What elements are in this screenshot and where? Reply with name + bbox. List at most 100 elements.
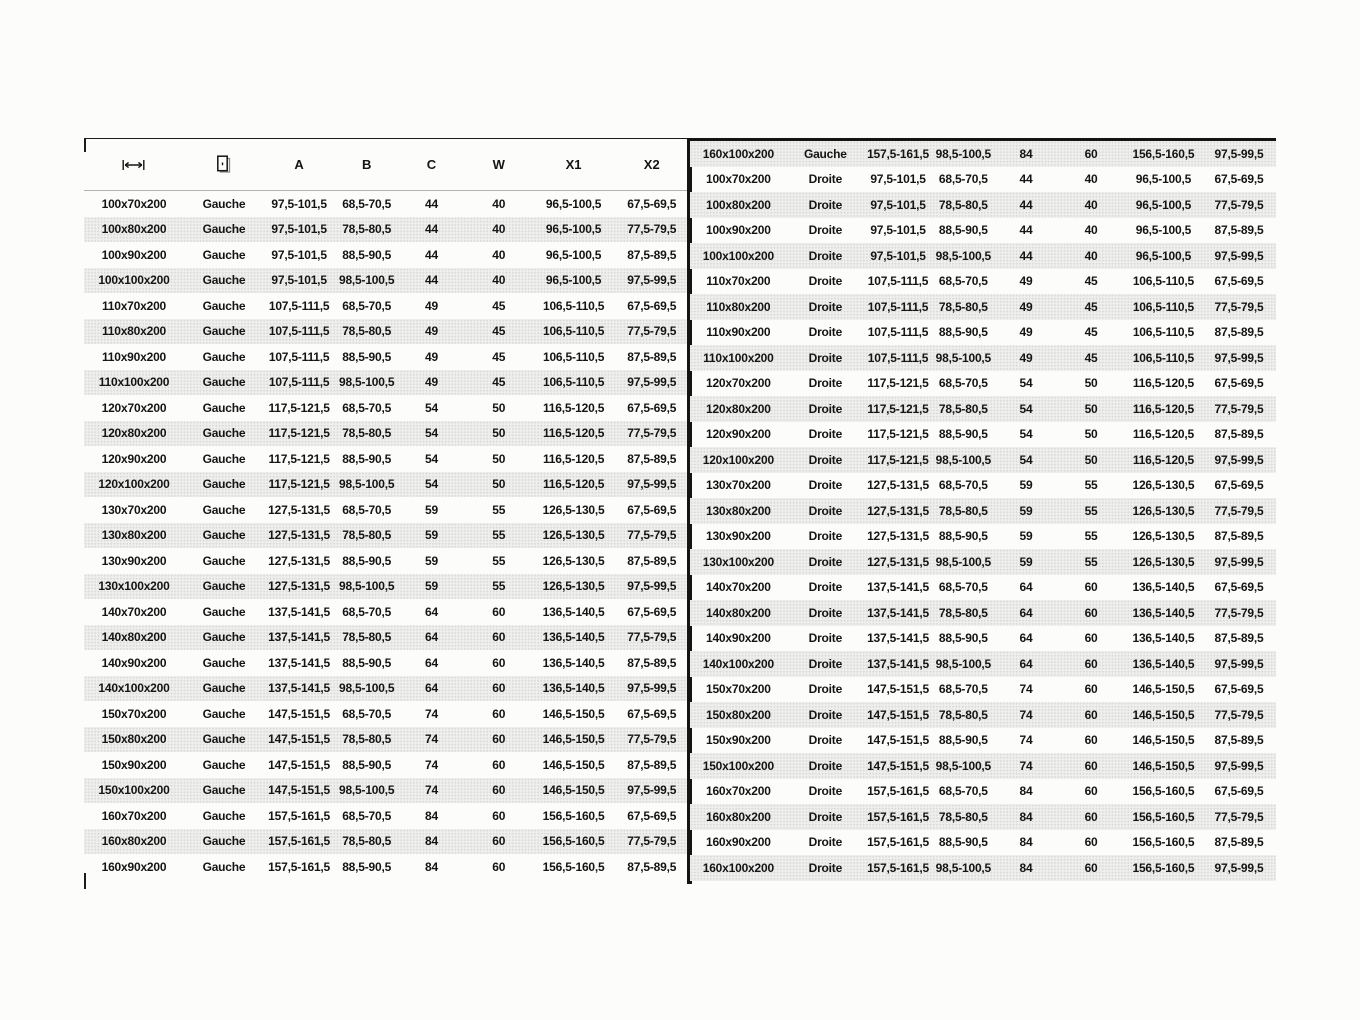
cell-W: 60 — [492, 757, 506, 772]
cell-side: Droite — [808, 274, 843, 289]
cell-side: Droite — [808, 605, 843, 620]
cell-B: 68,5-70,5 — [342, 604, 392, 619]
cell-X1: 136,5-140,5 — [1132, 580, 1195, 595]
cell-X2: 97,5-99,5 — [627, 783, 677, 798]
table-row: 130x70x200 Droite 127,5-131,5 68,5-70,5 59 55… — [690, 473, 1276, 499]
cell-side: Droite — [808, 197, 843, 212]
cell-C: 64 — [1019, 605, 1033, 620]
cell-W: 55 — [492, 579, 506, 594]
cell-B: 98,5-100,5 — [935, 860, 992, 875]
table-row: 140x90x200 Gauche 137,5-141,5 88,5-90,5 64 60… — [84, 650, 690, 676]
cell-B: 88,5-90,5 — [342, 757, 392, 772]
cell-B: 78,5-80,5 — [342, 324, 392, 339]
cell-B: 88,5-90,5 — [938, 631, 988, 646]
cell-size: 110x80x200 — [101, 324, 167, 339]
cell-A: 117,5-121,5 — [867, 401, 929, 416]
table-row: 100x70x200 Droite 97,5-101,5 68,5-70,5 44 40 9… — [690, 167, 1276, 193]
cell-size: 130x80x200 — [705, 503, 771, 518]
cell-X1: 126,5-130,5 — [1132, 478, 1195, 493]
cell-C: 64 — [1019, 580, 1033, 595]
cell-C: 84 — [425, 808, 438, 823]
cell-C: 84 — [1019, 784, 1033, 799]
cell-size: 140x100x200 — [98, 681, 170, 696]
cell-C: 74 — [425, 732, 438, 747]
cell-C: 44 — [1019, 223, 1033, 238]
cell-size: 100x100x200 — [702, 248, 774, 263]
cell-C: 44 — [425, 222, 438, 237]
cell-W: 60 — [1084, 784, 1098, 799]
table-row: 130x100x200 Gauche 127,5-131,5 98,5-100,5 59… — [84, 573, 690, 599]
cell-X1: 96,5-100,5 — [1135, 223, 1192, 238]
cell-X1: 96,5-100,5 — [545, 247, 602, 262]
cell-A: 117,5-121,5 — [867, 427, 929, 442]
cell-X1: 136,5-140,5 — [542, 630, 605, 645]
table-row: 100x90x200 Gauche 97,5-101,5 88,5-90,5 44 40 9… — [84, 242, 690, 268]
cell-X1: 146,5-150,5 — [542, 706, 605, 721]
cell-size: 130x70x200 — [705, 478, 771, 493]
cell-B: 78,5-80,5 — [938, 503, 988, 518]
cell-B: 88,5-90,5 — [938, 529, 988, 544]
cell-A: 147,5-151,5 — [867, 758, 929, 773]
table-row: 120x90x200 Droite 117,5-121,5 88,5-90,5 54 50… — [690, 422, 1276, 448]
cell-W: 60 — [492, 834, 506, 849]
cell-C: 74 — [1019, 707, 1033, 722]
cell-W: 60 — [1084, 707, 1098, 722]
cell-side: Gauche — [202, 553, 246, 568]
cell-C: 54 — [1019, 401, 1033, 416]
cell-side: Gauche — [803, 146, 847, 161]
cell-W: 60 — [492, 706, 506, 721]
cell-X1: 106,5-110,5 — [1132, 299, 1195, 314]
cell-size: 130x90x200 — [101, 553, 167, 568]
cell-X1: 126,5-130,5 — [1132, 503, 1195, 518]
cell-size: 160x80x200 — [705, 809, 771, 824]
cell-size: 130x80x200 — [101, 528, 167, 543]
cell-X2: 97,5-99,5 — [1214, 554, 1264, 569]
table-row: 160x70x200 Gauche 157,5-161,5 68,5-70,5 84 60… — [84, 803, 690, 829]
cell-side: Gauche — [202, 477, 246, 492]
cell-X1: 126,5-130,5 — [542, 553, 605, 568]
cell-X1: 146,5-150,5 — [542, 732, 605, 747]
cell-W: 60 — [1084, 605, 1098, 620]
cell-X1: 136,5-140,5 — [542, 655, 605, 670]
cell-size: 130x90x200 — [705, 529, 771, 544]
cell-size: 100x80x200 — [705, 197, 771, 212]
cell-W: 60 — [492, 655, 506, 670]
cell-A: 157,5-161,5 — [867, 784, 929, 799]
cell-size: 140x80x200 — [705, 605, 771, 620]
table-row: 120x80x200 Droite 117,5-121,5 78,5-80,5 54 50… — [690, 396, 1276, 422]
cell-X1: 116,5-120,5 — [542, 451, 605, 466]
table-row: 150x90x200 Droite 147,5-151,5 88,5-90,5 74 60… — [690, 728, 1276, 754]
cell-X2: 67,5-69,5 — [627, 298, 677, 313]
header-col-X2: X2 — [643, 157, 660, 172]
cell-C: 84 — [1019, 809, 1033, 824]
cell-X1: 106,5-110,5 — [542, 375, 605, 390]
cell-B: 68,5-70,5 — [938, 478, 988, 493]
table-row: 110x90x200 Droite 107,5-111,5 88,5-90,5 49 45… — [690, 320, 1276, 346]
cell-A: 147,5-151,5 — [268, 783, 331, 798]
cell-C: 59 — [425, 528, 438, 543]
header-col-C: C — [426, 157, 437, 172]
cell-size: 110x70x200 — [101, 298, 167, 313]
cell-A: 117,5-121,5 — [867, 452, 929, 467]
cell-size: 110x70x200 — [706, 274, 771, 289]
cell-A: 97,5-101,5 — [271, 222, 327, 237]
cell-size: 100x80x200 — [101, 222, 167, 237]
cell-A: 117,5-121,5 — [867, 376, 929, 391]
table-row: 160x100x200 Gauche 157,5-161,5 98,5-100,5 84… — [690, 141, 1276, 167]
cell-C: 49 — [1019, 325, 1033, 340]
cell-A: 127,5-131,5 — [867, 529, 929, 544]
cell-side: Gauche — [202, 604, 246, 619]
cell-B: 88,5-90,5 — [938, 223, 988, 238]
cell-X2: 97,5-99,5 — [1214, 248, 1264, 263]
cell-size: 150x80x200 — [101, 732, 167, 747]
cell-side: Droite — [808, 656, 843, 671]
table-row: 100x100x200 Droite 97,5-101,5 98,5-100,5 44 4… — [690, 243, 1276, 269]
cell-B: 68,5-70,5 — [938, 580, 988, 595]
cell-B: 68,5-70,5 — [938, 376, 988, 391]
cell-side: Gauche — [202, 834, 246, 849]
cell-size: 160x90x200 — [101, 859, 167, 874]
header-col-A: A — [294, 157, 304, 172]
cell-X2: 87,5-89,5 — [1214, 223, 1264, 238]
cell-W: 45 — [1084, 350, 1098, 365]
cell-X1: 96,5-100,5 — [545, 273, 602, 288]
